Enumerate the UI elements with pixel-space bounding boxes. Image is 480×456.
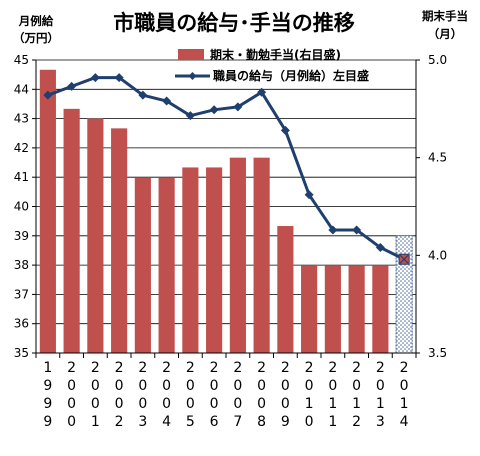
y-left-tick-label: 38	[14, 258, 29, 272]
y-right-tick-label: 4.0	[428, 248, 447, 262]
line-point	[43, 90, 53, 100]
bar	[206, 167, 223, 353]
line-point	[328, 225, 338, 235]
y-left-tick-label: 35	[14, 346, 29, 360]
bar	[158, 177, 175, 353]
bar	[301, 265, 318, 353]
y-left-tick-label: 45	[14, 53, 29, 67]
line-point	[257, 87, 267, 97]
bar	[182, 167, 199, 353]
y-right-label-line2: （月）	[428, 27, 463, 41]
line-point	[304, 190, 314, 200]
y-right-tick-label: 5.0	[428, 53, 447, 67]
bar	[372, 265, 389, 353]
y-left-label-line2: （万円）	[13, 31, 59, 45]
bar	[63, 108, 80, 353]
chart-title: 市職員の給与･手当の推移	[113, 11, 355, 35]
line-point	[280, 125, 290, 135]
line-point	[90, 73, 100, 83]
legend-line-marker	[188, 72, 197, 80]
y-left-tick-label: 41	[14, 170, 29, 184]
line-point	[185, 111, 195, 121]
line-point	[67, 81, 77, 91]
bar	[395, 235, 413, 354]
ticks-group: 35 36 37 38 39 40 41 42 43 44 45 3.5 4.0 4.5 5.0 1 9 9 9 2 0…	[14, 53, 447, 430]
legend: 期末・勤勉手当(右目盛) 職員の給与（月例給）左目盛	[175, 47, 369, 83]
legend-bar-swatch	[178, 49, 204, 60]
y-left-tick-label: 39	[14, 229, 29, 243]
line-point	[138, 90, 148, 100]
y-left-tick-label: 43	[14, 112, 29, 126]
y-right-tick-label: 3.5	[428, 346, 447, 360]
line-point	[209, 105, 219, 115]
bars-group	[39, 69, 413, 354]
line-point	[114, 73, 124, 83]
line-series	[47, 76, 405, 261]
line-point	[375, 243, 385, 253]
y-left-tick-label: 40	[14, 200, 29, 214]
bar	[229, 157, 246, 353]
line-point	[162, 96, 172, 106]
bar	[253, 157, 270, 353]
y-right-label-line1: 期末手当	[422, 9, 468, 23]
y-right-tick-label: 4.5	[428, 151, 447, 165]
y-left-tick-label: 37	[14, 287, 29, 301]
y-left-label-line1: 月例給	[18, 14, 54, 28]
bar	[324, 265, 341, 353]
bar	[87, 118, 104, 353]
bar	[39, 69, 56, 354]
axes-group	[32, 59, 420, 358]
bar	[111, 128, 128, 353]
bar	[277, 226, 294, 353]
bar	[134, 177, 151, 353]
bar	[348, 265, 365, 353]
line-series-group	[43, 73, 410, 265]
y-left-tick-label: 42	[14, 141, 29, 155]
line-point	[352, 225, 362, 235]
y-left-tick-label: 36	[14, 317, 29, 331]
line-point-cross	[399, 254, 409, 264]
legend-line-label: 職員の給与（月例給）左目盛	[213, 68, 369, 83]
line-point	[233, 102, 243, 112]
y-left-tick-label: 44	[14, 82, 29, 96]
legend-bar-label: 期末・勤勉手当(右目盛)	[210, 47, 341, 62]
